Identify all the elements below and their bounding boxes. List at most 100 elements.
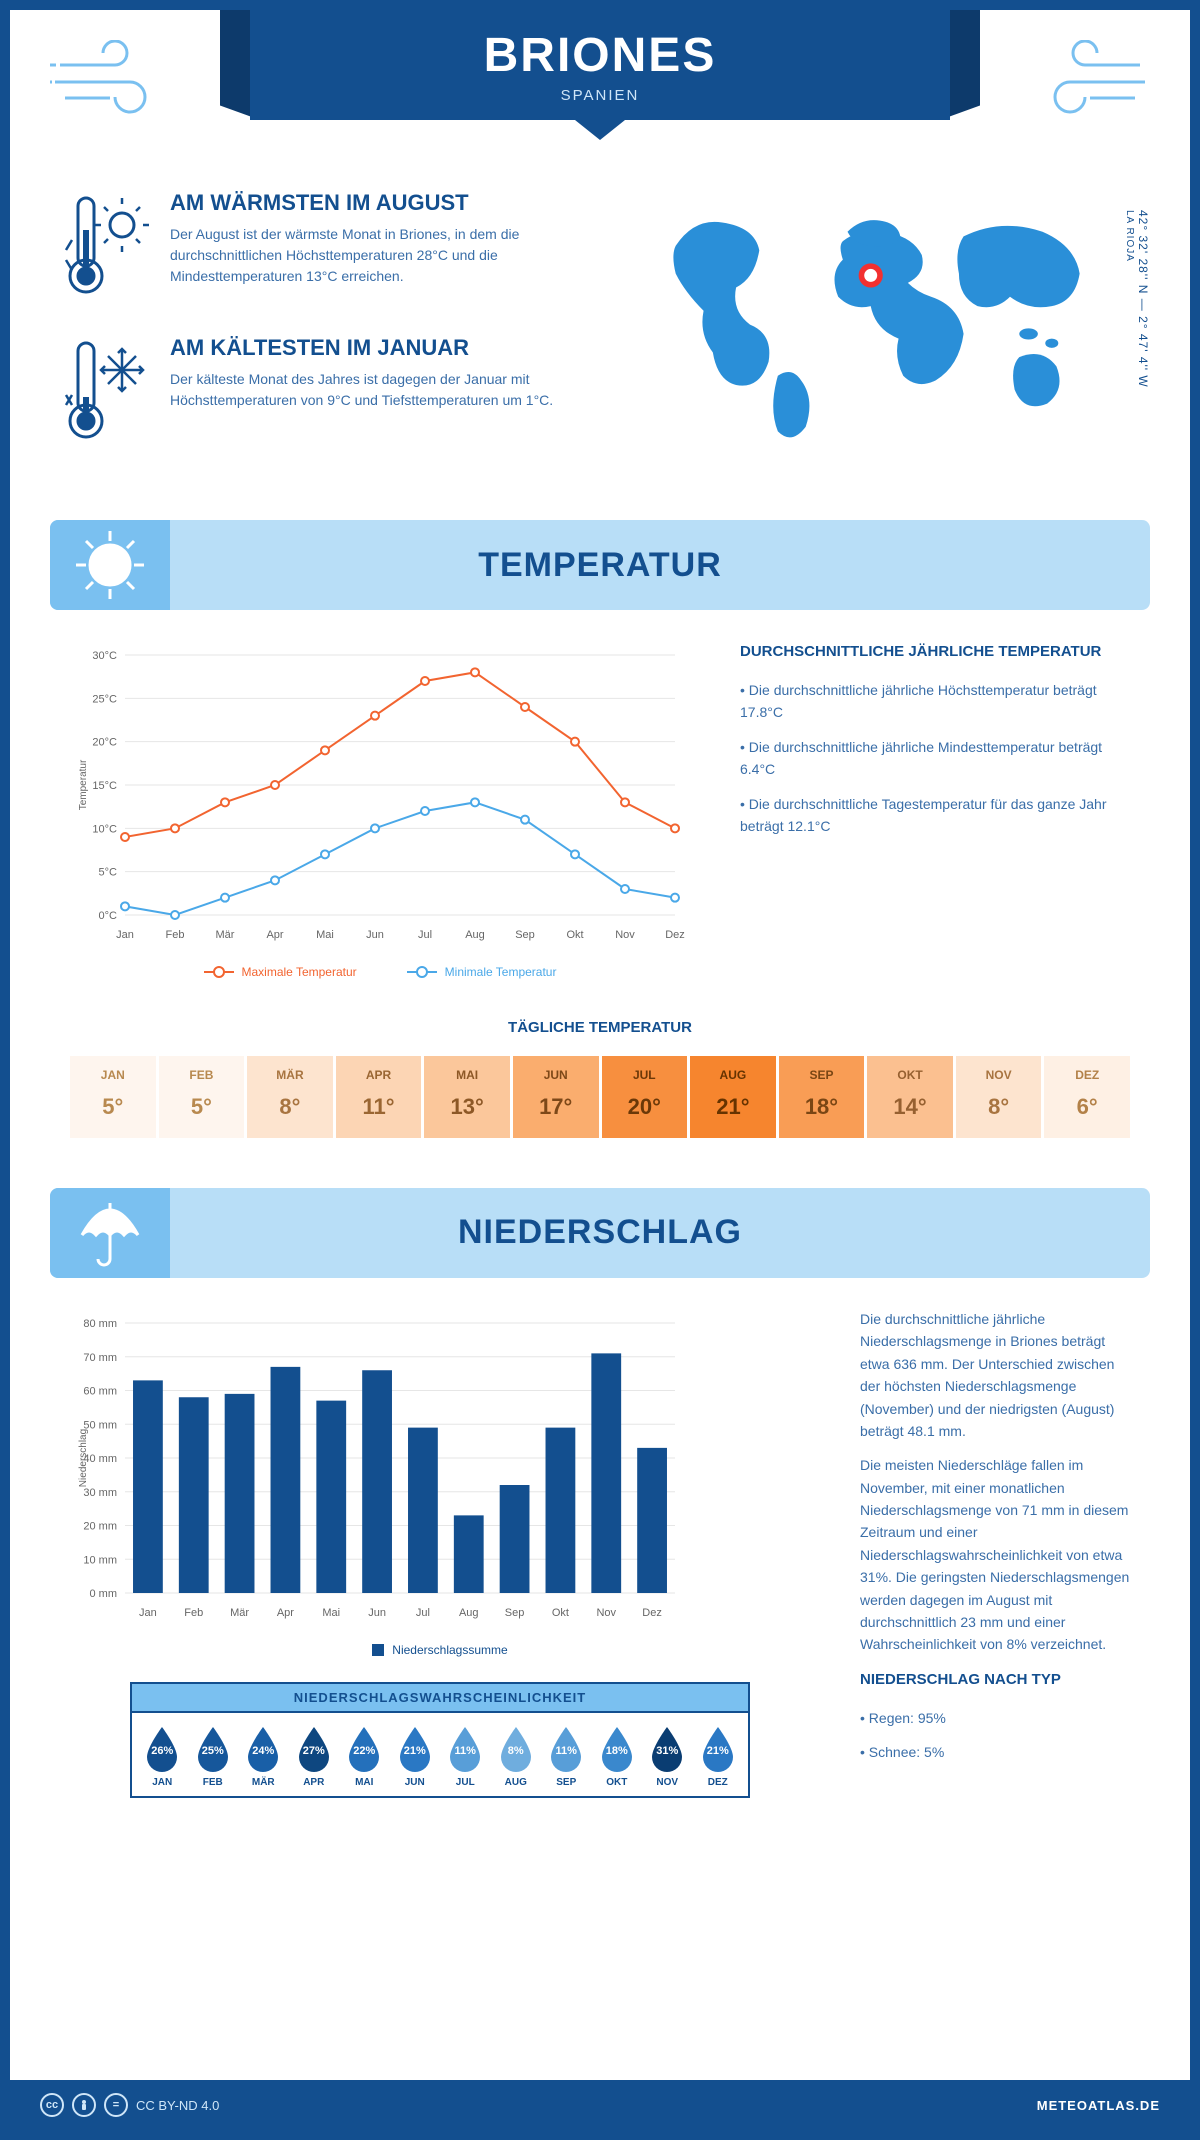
precip-prob-cell: 27% APR xyxy=(290,1725,339,1788)
daily-temp-cell: FEB5° xyxy=(159,1056,245,1138)
precip-prob-cell: 31% NOV xyxy=(643,1725,692,1788)
umbrella-icon xyxy=(50,1188,170,1278)
svg-text:Mai: Mai xyxy=(322,1607,340,1619)
by-icon xyxy=(72,2093,96,2117)
svg-text:20 mm: 20 mm xyxy=(83,1520,117,1532)
svg-text:Feb: Feb xyxy=(184,1607,203,1619)
svg-text:Mai: Mai xyxy=(316,929,334,941)
svg-text:0 mm: 0 mm xyxy=(90,1588,118,1600)
svg-text:10 mm: 10 mm xyxy=(83,1554,117,1566)
svg-text:Jul: Jul xyxy=(416,1607,430,1619)
warmest-text: Der August ist der wärmste Monat in Brio… xyxy=(170,224,580,287)
svg-text:Dez: Dez xyxy=(642,1607,662,1619)
svg-text:5°C: 5°C xyxy=(99,867,118,879)
precipitation-legend: Niederschlagssumme xyxy=(70,1643,810,1657)
temperature-legend: Maximale Temperatur Minimale Temperatur xyxy=(70,965,690,979)
svg-text:Temperatur: Temperatur xyxy=(78,759,89,810)
thermometer-snow-icon xyxy=(60,335,150,450)
svg-text:Jan: Jan xyxy=(139,1607,157,1619)
page-title: BRIONES xyxy=(250,28,950,83)
coldest-text: Der kälteste Monat des Jahres ist dagege… xyxy=(170,369,580,411)
precip-prob-cell: 26% JAN xyxy=(138,1725,187,1788)
daily-temp-cell: JUN17° xyxy=(513,1056,599,1138)
svg-text:Mär: Mär xyxy=(230,1607,249,1619)
daily-temp-cell: MÄR8° xyxy=(247,1056,333,1138)
warmest-title: AM WÄRMSTEN IM AUGUST xyxy=(170,190,580,216)
cc-icon: cc xyxy=(40,2093,64,2117)
precip-prob-cell: 8% AUG xyxy=(492,1725,541,1788)
world-map xyxy=(620,190,1140,450)
svg-text:25°C: 25°C xyxy=(92,693,117,705)
title-ribbon: BRIONES SPANIEN xyxy=(250,10,950,120)
svg-text:Sep: Sep xyxy=(515,929,535,941)
precipitation-section-header: NIEDERSCHLAG xyxy=(50,1188,1150,1278)
precipitation-probability-table: NIEDERSCHLAGSWAHRSCHEINLICHKEIT 26% JAN … xyxy=(130,1682,750,1798)
intro-section: AM WÄRMSTEN IM AUGUST Der August ist der… xyxy=(10,160,1190,500)
coldest-title: AM KÄLTESTEN IM JANUAR xyxy=(170,335,580,361)
nd-icon: = xyxy=(104,2093,128,2117)
svg-text:Jun: Jun xyxy=(368,1607,386,1619)
svg-text:15°C: 15°C xyxy=(92,780,117,792)
svg-text:Dez: Dez xyxy=(665,929,685,941)
site-name: METEOATLAS.DE xyxy=(1037,2098,1160,2113)
infographic-frame: BRIONES SPANIEN xyxy=(0,0,1200,2140)
daily-temp-cell: AUG21° xyxy=(690,1056,776,1138)
svg-text:Feb: Feb xyxy=(166,929,185,941)
temperature-line-chart: 0°C5°C10°C15°C20°C25°C30°CJanFebMärAprMa… xyxy=(70,640,690,979)
precip-prob-cell: 22% MAI xyxy=(340,1725,389,1788)
page-subtitle: SPANIEN xyxy=(250,87,950,104)
temperature-section-header: TEMPERATUR xyxy=(50,520,1150,610)
license-badge: cc = CC BY-ND 4.0 xyxy=(40,2093,219,2117)
precip-prob-cell: 11% JUL xyxy=(441,1725,490,1788)
coldest-fact: AM KÄLTESTEN IM JANUAR Der kälteste Mona… xyxy=(60,335,580,450)
precip-prob-cell: 24% MÄR xyxy=(239,1725,288,1788)
svg-text:Nov: Nov xyxy=(596,1607,616,1619)
precip-prob-cell: 18% OKT xyxy=(593,1725,642,1788)
thermometer-sun-icon xyxy=(60,190,150,305)
svg-text:Okt: Okt xyxy=(566,929,583,941)
sun-icon xyxy=(50,520,170,610)
header-banner: BRIONES SPANIEN xyxy=(10,10,1190,160)
daily-temp-cell: JAN5° xyxy=(70,1056,156,1138)
daily-temp-cell: MAI13° xyxy=(424,1056,510,1138)
svg-text:70 mm: 70 mm xyxy=(83,1352,117,1364)
temperature-heading: TEMPERATUR xyxy=(170,546,1150,585)
daily-temp-cell: OKT14° xyxy=(867,1056,953,1138)
precipitation-heading: NIEDERSCHLAG xyxy=(170,1213,1150,1252)
footer-bar: cc = CC BY-ND 4.0 METEOATLAS.DE xyxy=(10,2080,1190,2130)
svg-text:30°C: 30°C xyxy=(92,650,117,662)
location-marker xyxy=(861,266,880,285)
daily-temp-cell: DEZ6° xyxy=(1044,1056,1130,1138)
daily-temperature-table: TÄGLICHE TEMPERATUR JAN5°FEB5°MÄR8°APR11… xyxy=(10,979,1190,1168)
svg-text:0°C: 0°C xyxy=(99,910,118,922)
svg-text:Aug: Aug xyxy=(459,1607,479,1619)
warmest-fact: AM WÄRMSTEN IM AUGUST Der August ist der… xyxy=(60,190,580,305)
wind-icon xyxy=(50,40,160,125)
svg-text:Jul: Jul xyxy=(418,929,432,941)
svg-text:20°C: 20°C xyxy=(92,737,117,749)
svg-text:Apr: Apr xyxy=(277,1607,294,1619)
svg-text:Aug: Aug xyxy=(465,929,485,941)
precip-prob-cell: 11% SEP xyxy=(542,1725,591,1788)
svg-text:Niederschlag: Niederschlag xyxy=(78,1429,89,1487)
svg-text:Nov: Nov xyxy=(615,929,635,941)
daily-temp-cell: NOV8° xyxy=(956,1056,1042,1138)
svg-text:30 mm: 30 mm xyxy=(83,1487,117,1499)
daily-temp-cell: JUL20° xyxy=(602,1056,688,1138)
precip-prob-cell: 21% JUN xyxy=(391,1725,440,1788)
svg-text:Jan: Jan xyxy=(116,929,134,941)
svg-text:Okt: Okt xyxy=(552,1607,569,1619)
temperature-summary-text: DURCHSCHNITTLICHE JÄHRLICHE TEMPERATUR •… xyxy=(740,640,1130,979)
precipitation-bar-chart: 0 mm10 mm20 mm30 mm40 mm50 mm60 mm70 mm8… xyxy=(70,1308,810,1798)
daily-temp-cell: SEP18° xyxy=(779,1056,865,1138)
wind-icon xyxy=(1040,40,1150,125)
svg-text:10°C: 10°C xyxy=(92,823,117,835)
svg-text:Apr: Apr xyxy=(266,929,283,941)
precip-prob-cell: 21% DEZ xyxy=(694,1725,743,1788)
precipitation-summary-text: Die durchschnittliche jährliche Niedersc… xyxy=(860,1308,1130,1798)
svg-text:Sep: Sep xyxy=(505,1607,525,1619)
svg-text:60 mm: 60 mm xyxy=(83,1385,117,1397)
svg-text:80 mm: 80 mm xyxy=(83,1318,117,1330)
precip-prob-cell: 25% FEB xyxy=(189,1725,238,1788)
coordinates: 42° 32' 28'' N — 2° 47' 4'' W LA RIOJA xyxy=(1122,210,1150,388)
